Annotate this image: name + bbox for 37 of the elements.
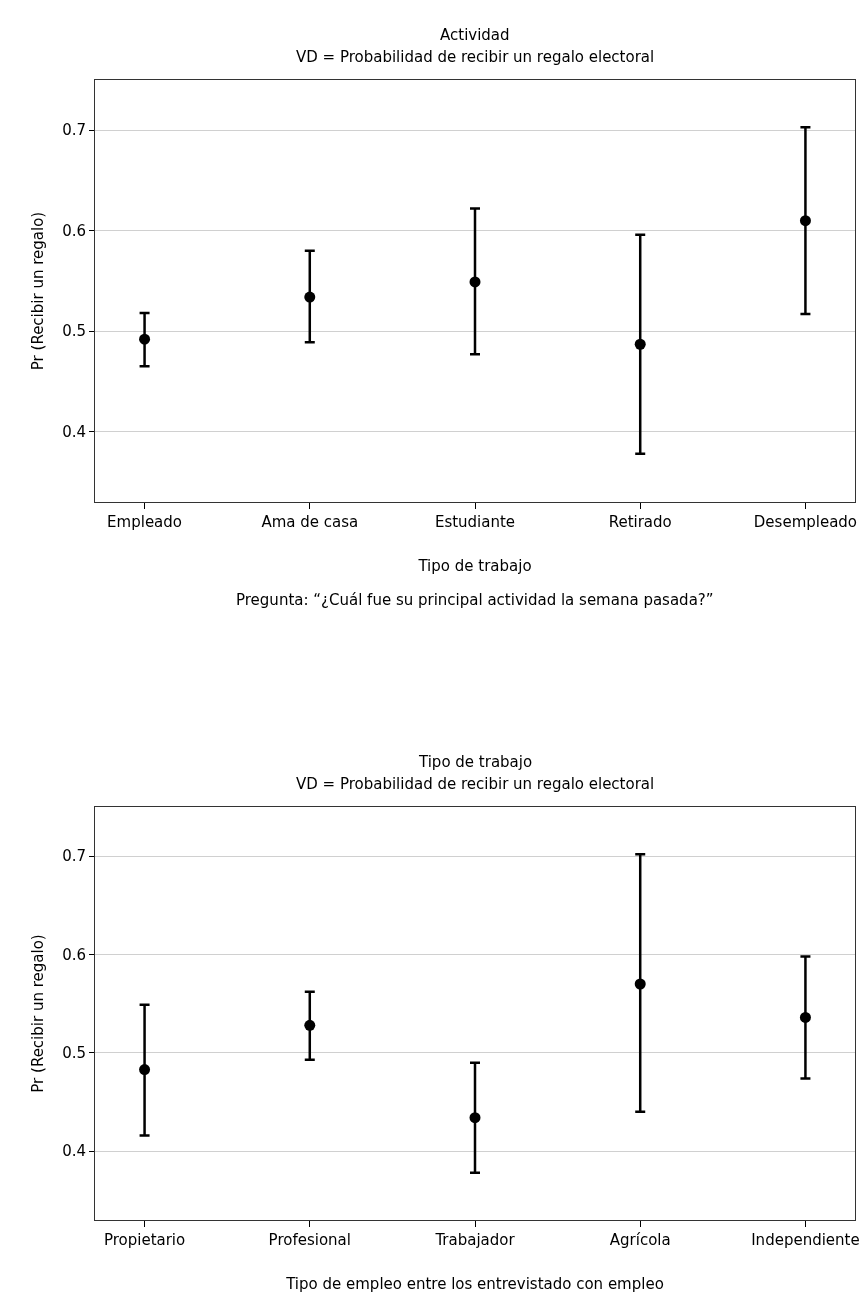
chart-title: Actividad	[440, 26, 510, 44]
point	[634, 338, 646, 350]
y-tick-label: 0.4	[62, 1142, 86, 1161]
y-axis-title: Pr (Recibir un regalo)	[29, 934, 48, 1093]
x-tick-label: Independiente	[751, 1231, 860, 1249]
x-tick-label: Trabajador	[434, 1231, 516, 1249]
x-tick-label: Ama de casa	[261, 513, 359, 531]
x-tick-label: Empleado	[107, 513, 183, 531]
point	[139, 1064, 151, 1076]
y-tick-label: 0.5	[62, 1044, 86, 1063]
x-axis-title: Tipo de empleo entre los entrevistado con empleo	[285, 1275, 664, 1293]
x-tick-label: Profesional	[268, 1231, 351, 1249]
y-tick-label: 0.6	[62, 945, 86, 964]
x-tick-label: Estudiante	[434, 513, 516, 531]
y-tick-label: 0.5	[62, 322, 86, 341]
y-tick-label: 0.7	[62, 121, 86, 140]
y-axis-title: Pr (Recibir un regalo)	[29, 211, 48, 371]
chart-subtitle: VD = Probabilidad de recibir un regalo electoral	[296, 48, 655, 66]
point	[469, 1112, 481, 1124]
chart-subtitle: VD = Probabilidad de recibir un regalo electoral	[296, 775, 655, 793]
point	[799, 1011, 811, 1023]
point	[799, 215, 811, 227]
x-tick-label: Agrícola	[609, 1231, 671, 1249]
point	[139, 333, 151, 345]
point	[304, 1019, 316, 1031]
y-tick-label: 0.7	[62, 847, 86, 866]
text: Pregunta: “¿Cuál fue su principal actividad la semana pasada?”	[236, 591, 714, 609]
x-tick-label: Propietario	[103, 1231, 186, 1249]
y-tick-label: 0.4	[62, 422, 86, 441]
point	[634, 978, 646, 990]
x-tick-label: Desempleado	[753, 513, 858, 531]
point	[469, 276, 481, 288]
x-axis-title: Tipo de trabajo	[417, 557, 532, 575]
y-tick-label: 0.6	[62, 221, 86, 240]
point	[304, 291, 316, 303]
x-tick-label: Retirado	[608, 513, 672, 531]
chart-title: Tipo de trabajo	[418, 753, 533, 771]
